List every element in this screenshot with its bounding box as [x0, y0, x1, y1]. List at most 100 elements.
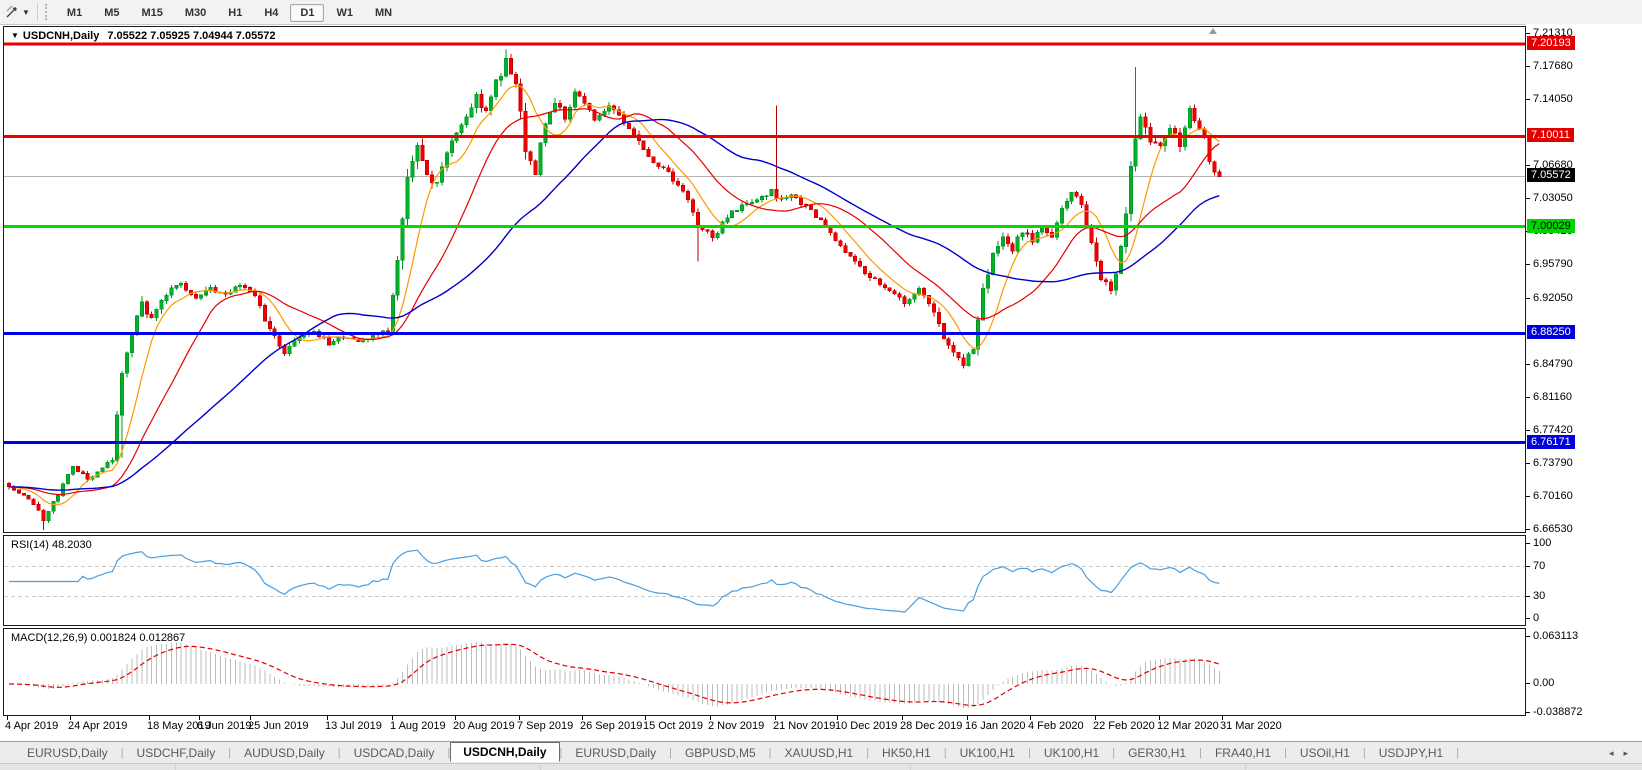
timeframe-button-m5[interactable]: M5 — [104, 7, 120, 19]
price-axis-label: 7.06680 — [1533, 159, 1573, 172]
chart-tab-uk100-h1[interactable]: UK100,H1 — [1043, 746, 1100, 760]
timeframe-button-m30[interactable]: M30 — [184, 7, 207, 19]
chart-tab-fra40-h1[interactable]: FRA40,H1 — [1214, 746, 1271, 760]
tab-scroll-right-icon[interactable]: ▸ — [1623, 747, 1628, 758]
price-tick-mark — [1526, 396, 1530, 398]
chart-tab-bar: EURUSD,Daily | USDCHF,Daily | AUDUSD,Daily | U… — [0, 741, 1642, 764]
time-tick-mark — [455, 716, 456, 720]
chart-menu-icon[interactable]: ▼ — [11, 31, 19, 40]
timeframe-button-mn[interactable]: MN — [374, 7, 393, 19]
timeframe-toolbar: ▼ M1 M5 M15 M30 H1 H4 D1 W1 MN — [0, 0, 1642, 25]
chart-tab-usdcnh-daily[interactable]: USDCNH,Daily — [450, 742, 560, 762]
time-tick-mark — [149, 716, 150, 720]
time-tick-mark — [327, 716, 328, 720]
time-tick-mark — [775, 716, 776, 720]
time-axis[interactable]: 4 Apr 2019 24 Apr 2019 18 May 2019 6 Jun 20… — [0, 716, 1642, 741]
macd-label: MACD(12,26,9) 0.001824 0.012867 — [11, 632, 186, 644]
chevron-down-icon[interactable]: ▼ — [22, 7, 30, 17]
chart-tab-usdcad-daily[interactable]: USDCAD,Daily — [353, 746, 435, 760]
tab-separator: | — [228, 747, 232, 759]
time-tick-mark — [519, 716, 520, 720]
price-axis[interactable]: 7.213107.176807.140507.066807.030506.994… — [1526, 24, 1642, 718]
chart-tab-usdchf-daily[interactable]: USDCHF,Daily — [136, 746, 216, 760]
price-axis-label: 6.70160 — [1533, 490, 1573, 503]
time-tick-mark — [645, 716, 646, 720]
rsi-canvas[interactable] — [4, 536, 1525, 625]
chart-tab-eurusd-daily[interactable]: EURUSD,Daily — [575, 746, 657, 760]
price-chart-pane[interactable]: ▼ USDCNH,Daily 7.05522 7.05925 7.04944 7.0… — [3, 26, 1526, 533]
chart-tab-ger30-h1[interactable]: GER30,H1 — [1128, 746, 1187, 760]
price-tag: 7.10011 — [1527, 128, 1574, 143]
rsi-axis-label: 0 — [1533, 612, 1540, 624]
tab-separator: | — [669, 747, 672, 759]
time-tick-mark — [250, 716, 251, 720]
chart-shift-marker-icon[interactable] — [1209, 28, 1217, 34]
timeframe-button-h4[interactable]: H4 — [264, 7, 279, 19]
time-axis-label: 21 Nov 2019 — [773, 720, 836, 732]
tab-separator: | — [559, 747, 563, 759]
time-tick-mark — [967, 716, 968, 720]
macd-indicator-pane[interactable]: MACD(12,26,9) 0.001824 0.012867 — [3, 628, 1526, 716]
status-strip-divider — [175, 765, 176, 770]
rsi-axis-label: 30 — [1533, 589, 1546, 602]
chart-tab-usdjpy-h1[interactable]: USDJPY,H1 — [1378, 746, 1444, 760]
time-axis-label: 7 Sep 2019 — [517, 720, 574, 732]
tab-separator: | — [1362, 747, 1366, 759]
chart-tab-eurusd-daily[interactable]: EURUSD,Daily — [27, 746, 108, 760]
time-axis-label: 6 Jun 2019 — [197, 720, 252, 732]
price-tick-mark — [1526, 297, 1530, 299]
price-axis-label: 6.73790 — [1533, 457, 1573, 470]
chart-tab-audusd-daily[interactable]: AUDUSD,Daily — [244, 746, 325, 760]
price-tick-mark — [1526, 430, 1530, 432]
timeframe-buttons: M1 M5 M15 M30 H1 H4 D1 W1 MN — [56, 3, 403, 22]
status-strip — [0, 763, 1642, 770]
price-tick-mark — [1526, 33, 1530, 34]
tab-separator: | — [337, 747, 341, 759]
timeframe-button-h1[interactable]: H1 — [228, 7, 243, 19]
tab-separator: | — [1456, 747, 1460, 759]
chart-symbol-label: USDCNH,Daily — [22, 30, 100, 42]
tab-separator: | — [1112, 747, 1116, 759]
time-axis-label: 18 May 2019 — [147, 720, 211, 732]
timeframe-button-m1[interactable]: M1 — [66, 7, 83, 19]
price-tick-mark — [1526, 683, 1530, 684]
price-axis-label: 7.03050 — [1533, 192, 1573, 205]
rsi-indicator-pane[interactable]: RSI(14) 48.2030 — [3, 535, 1526, 626]
time-axis-label: 4 Feb 2020 — [1028, 720, 1084, 732]
toolbar-grip-handle[interactable] — [44, 4, 50, 20]
chart-tab-usoil-h1[interactable]: USOil,H1 — [1299, 746, 1350, 760]
chart-tab-hk50-h1[interactable]: HK50,H1 — [882, 746, 931, 760]
chart-tab-xauusd-h1[interactable]: XAUUSD,H1 — [784, 746, 854, 760]
price-tag: 6.76171 — [1527, 434, 1575, 449]
time-axis-label: 12 Mar 2020 — [1157, 720, 1219, 732]
tab-separator: | — [120, 747, 124, 759]
macd-axis-label: 0.063113 — [1533, 630, 1579, 642]
macd-canvas[interactable] — [4, 629, 1525, 715]
price-tick-mark — [1526, 543, 1530, 544]
price-tick-mark — [1526, 463, 1530, 465]
macd-axis-label: 0.00 — [1533, 677, 1555, 689]
price-tick-mark — [1526, 264, 1530, 266]
timeframe-button-d1[interactable]: D1 — [290, 4, 325, 22]
tab-scroll-left-icon[interactable]: ◂ — [1608, 747, 1614, 758]
candlestick-canvas[interactable] — [4, 27, 1525, 532]
chart-tab-uk100-h1[interactable]: UK100,H1 — [959, 746, 1015, 760]
time-axis-label: 1 Aug 2019 — [390, 720, 446, 732]
price-axis-label: 6.84790 — [1533, 357, 1573, 370]
timeframe-button-m15[interactable]: M15 — [141, 7, 163, 19]
price-tick-mark — [1526, 595, 1530, 597]
price-tick-mark — [1526, 565, 1530, 567]
time-tick-mark — [1222, 716, 1223, 720]
time-tick-mark — [392, 716, 393, 720]
time-axis-label: 13 Jul 2019 — [325, 720, 382, 732]
chart-tab-gbpusd-m5[interactable]: GBPUSD,M5 — [684, 746, 756, 760]
timeframe-button-w1[interactable]: W1 — [336, 7, 353, 19]
chart-tools-icon[interactable] — [2, 3, 22, 21]
price-tick-mark — [1526, 529, 1530, 530]
time-axis-label: 28 Dec 2019 — [900, 720, 963, 732]
time-axis-label: 22 Feb 2020 — [1093, 720, 1155, 732]
tab-separator: | — [866, 747, 870, 759]
status-strip-divider — [910, 765, 911, 770]
time-axis-label: 2 Nov 2019 — [708, 720, 765, 732]
